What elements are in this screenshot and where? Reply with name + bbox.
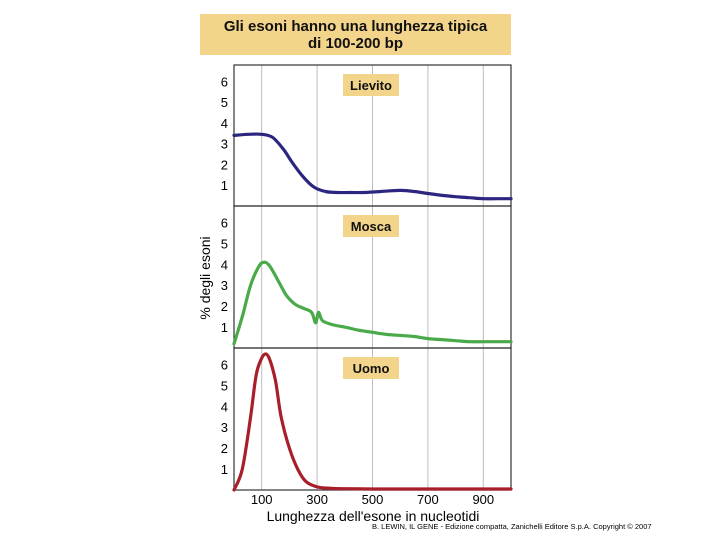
y-tick-label: 2	[221, 441, 228, 456]
x-tick-label: 900	[472, 492, 494, 507]
panel-label: Uomo	[353, 361, 390, 376]
y-tick-label: 6	[221, 74, 228, 89]
panel-label-box	[343, 74, 399, 96]
y-tick-label: 4	[221, 116, 228, 131]
x-tick-label: 100	[251, 492, 273, 507]
panels-layer: 1 2 3 4 5 6 Lievito 1 2 3 4 5 6 Mosca 1 2 3 4 5 6 Uomo 100 300…	[221, 64, 513, 507]
y-tick-label: 6	[221, 215, 228, 230]
y-axis-label: % degli esoni	[197, 236, 213, 319]
chart-title-line-1: Gli esoni hanno una lunghezza tipica	[223, 17, 488, 35]
y-tick-label: 5	[221, 95, 228, 110]
panel-mosca: 1 2 3 4 5 6 Mosca	[221, 205, 513, 349]
panel-uomo: 1 2 3 4 5 6 Uomo	[221, 347, 513, 492]
y-tick-label: 5	[221, 236, 228, 251]
chart-title-line-2: di 100-200 bp	[307, 34, 404, 52]
x-axis-label: Lunghezza dell'esone in nucleotidi	[267, 508, 480, 524]
y-tick-label: 3	[221, 137, 228, 152]
y-tick-label: 1	[221, 178, 228, 193]
panel-label: Lievito	[350, 78, 392, 93]
y-tick-label: 3	[221, 420, 228, 435]
y-tick-label: 1	[221, 462, 228, 477]
panel-label: Mosca	[351, 219, 392, 234]
x-tick-label: 700	[417, 492, 439, 507]
chart-title: Gli esoni hanno una lunghezza tipica di …	[200, 14, 511, 55]
y-tick-label: 4	[221, 257, 228, 272]
y-tick-label: 5	[221, 378, 228, 393]
y-tick-label: 4	[221, 399, 228, 414]
copyright-footer: B. LEWIN, IL GENE - Edizione compatta, Z…	[372, 522, 652, 531]
series-line-lievito	[232, 132, 513, 201]
y-tick-label: 2	[221, 157, 228, 172]
panel-lievito: 1 2 3 4 5 6 Lievito	[221, 64, 513, 207]
panel-label-box	[343, 357, 399, 379]
y-tick-label: 2	[221, 299, 228, 314]
x-tick-label: 500	[362, 492, 384, 507]
y-tick-label: 1	[221, 320, 228, 335]
y-tick-label: 6	[221, 357, 228, 372]
series-line-uomo	[232, 352, 513, 492]
series-line-mosca	[232, 260, 513, 346]
panel-label-box	[343, 215, 399, 237]
y-tick-label: 3	[221, 278, 228, 293]
x-tick-label: 300	[306, 492, 328, 507]
